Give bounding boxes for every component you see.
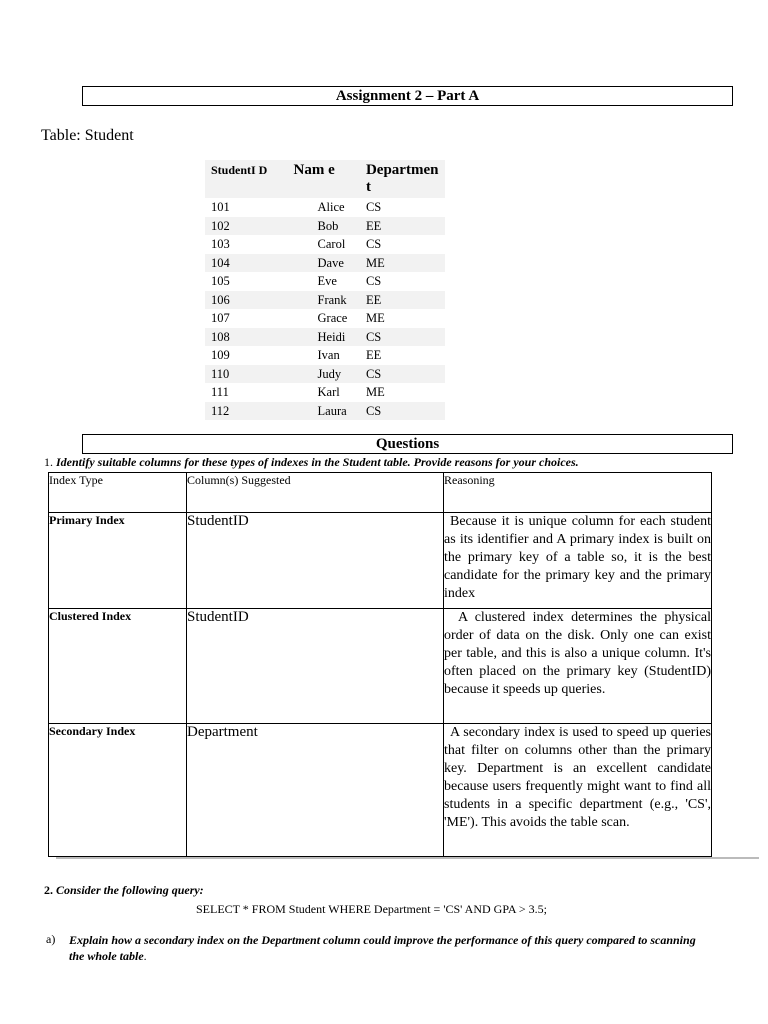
questions-title: Questions <box>82 434 733 454</box>
question-2a-text: Explain how a secondary index on the Dep… <box>69 933 696 963</box>
student-name: Ivan <box>317 348 340 362</box>
index-table: Index Type Column(s) Suggested Reasoning… <box>48 472 712 857</box>
divider <box>56 857 759 859</box>
student-row: 101 Alice CS <box>205 198 445 217</box>
query-text: SELECT * FROM Student WHERE Department =… <box>196 902 547 916</box>
student-department: CS <box>365 237 382 251</box>
student-name: Carol <box>317 237 346 251</box>
student-department: CS <box>359 364 445 383</box>
student-name: Judy <box>287 364 360 383</box>
student-row: 105 Eve CS <box>205 272 445 291</box>
index-type: Clustered Index <box>48 608 187 724</box>
student-id: 103 <box>211 237 230 251</box>
student-name: Bob <box>287 216 360 235</box>
student-id: 105 <box>211 274 230 288</box>
suggested-column: StudentID <box>186 608 444 724</box>
question-2: 2. Consider the following query: <box>44 883 204 898</box>
question-1-text: Identify suitable columns for these type… <box>56 455 579 469</box>
student-row: 103 Carol CS <box>205 235 445 254</box>
reasoning: A clustered index determines the physica… <box>443 608 712 724</box>
student-department: CS <box>359 401 445 420</box>
table-row: Clustered Index StudentID A clustered in… <box>48 608 712 724</box>
reasoning: A secondary index is used to speed up qu… <box>443 723 712 857</box>
student-name: Dave <box>287 253 360 272</box>
student-department: EE <box>359 290 445 309</box>
student-name: Alice <box>317 200 345 214</box>
student-row: 109 Ivan EE <box>205 346 445 365</box>
table-row: Secondary Index Department A secondary i… <box>48 723 712 857</box>
suggested-column: StudentID <box>186 512 444 609</box>
student-name: Karl <box>317 385 340 399</box>
header-index-type: Index Type <box>48 472 187 513</box>
student-table: StudentI D Nam e Departmen t 101 Alice CS 1… <box>205 160 445 420</box>
student-department: CS <box>359 327 445 346</box>
question-2-number: 2. <box>44 883 53 897</box>
header-studentid: StudentI D <box>205 160 288 198</box>
student-name: Heidi <box>287 327 360 346</box>
student-row: 102 Bob EE <box>205 216 445 235</box>
student-id: 112 <box>205 401 288 420</box>
student-id: 110 <box>205 364 288 383</box>
suggested-column: Department <box>186 723 444 857</box>
header-columns: Column(s) Suggested <box>186 472 444 513</box>
student-row: 112 Laura CS <box>205 401 445 420</box>
student-row: 107 Grace ME <box>205 309 445 328</box>
student-id: 108 <box>205 327 288 346</box>
student-department: CS <box>365 274 382 288</box>
student-id: 104 <box>205 253 288 272</box>
student-department: EE <box>359 216 445 235</box>
student-row: 110 Judy CS <box>205 364 445 383</box>
header-name: Nam e <box>287 160 360 198</box>
student-id: 101 <box>211 200 230 214</box>
student-id: 106 <box>205 290 288 309</box>
student-department: ME <box>365 385 385 399</box>
question-1: 1. Identify suitable columns for these t… <box>44 455 579 470</box>
student-department: EE <box>365 348 382 362</box>
student-id: 109 <box>211 348 230 362</box>
student-id: 102 <box>205 216 288 235</box>
student-id: 107 <box>211 311 230 325</box>
student-department: ME <box>359 253 445 272</box>
student-id: 111 <box>211 385 229 399</box>
question-2a: Explain how a secondary index on the Dep… <box>69 933 696 963</box>
student-department: CS <box>365 200 382 214</box>
question-2-text: Consider the following query: <box>56 883 204 897</box>
table-label: Table: Student <box>41 127 134 144</box>
student-row: 108 Heidi CS <box>205 327 445 346</box>
student-name: Grace <box>317 311 348 325</box>
student-row: 106 Frank EE <box>205 290 445 309</box>
reasoning: Because it is unique column for each stu… <box>443 512 712 609</box>
table-row: Primary Index StudentID Because it is un… <box>48 512 712 609</box>
header-department: Departmen t <box>359 160 445 198</box>
index-type: Primary Index <box>48 512 187 609</box>
student-department: ME <box>365 311 385 325</box>
student-row: 111 Karl ME <box>205 383 445 402</box>
question-2a-label: a) <box>46 932 56 946</box>
header-reasoning: Reasoning <box>443 472 712 513</box>
student-name: Laura <box>287 401 360 420</box>
assignment-title: Assignment 2 – Part A <box>82 86 733 106</box>
index-type: Secondary Index <box>48 723 187 857</box>
student-row: 104 Dave ME <box>205 253 445 272</box>
student-name: Frank <box>287 290 360 309</box>
question-1-number: 1. <box>44 455 53 469</box>
student-name: Eve <box>317 274 337 288</box>
